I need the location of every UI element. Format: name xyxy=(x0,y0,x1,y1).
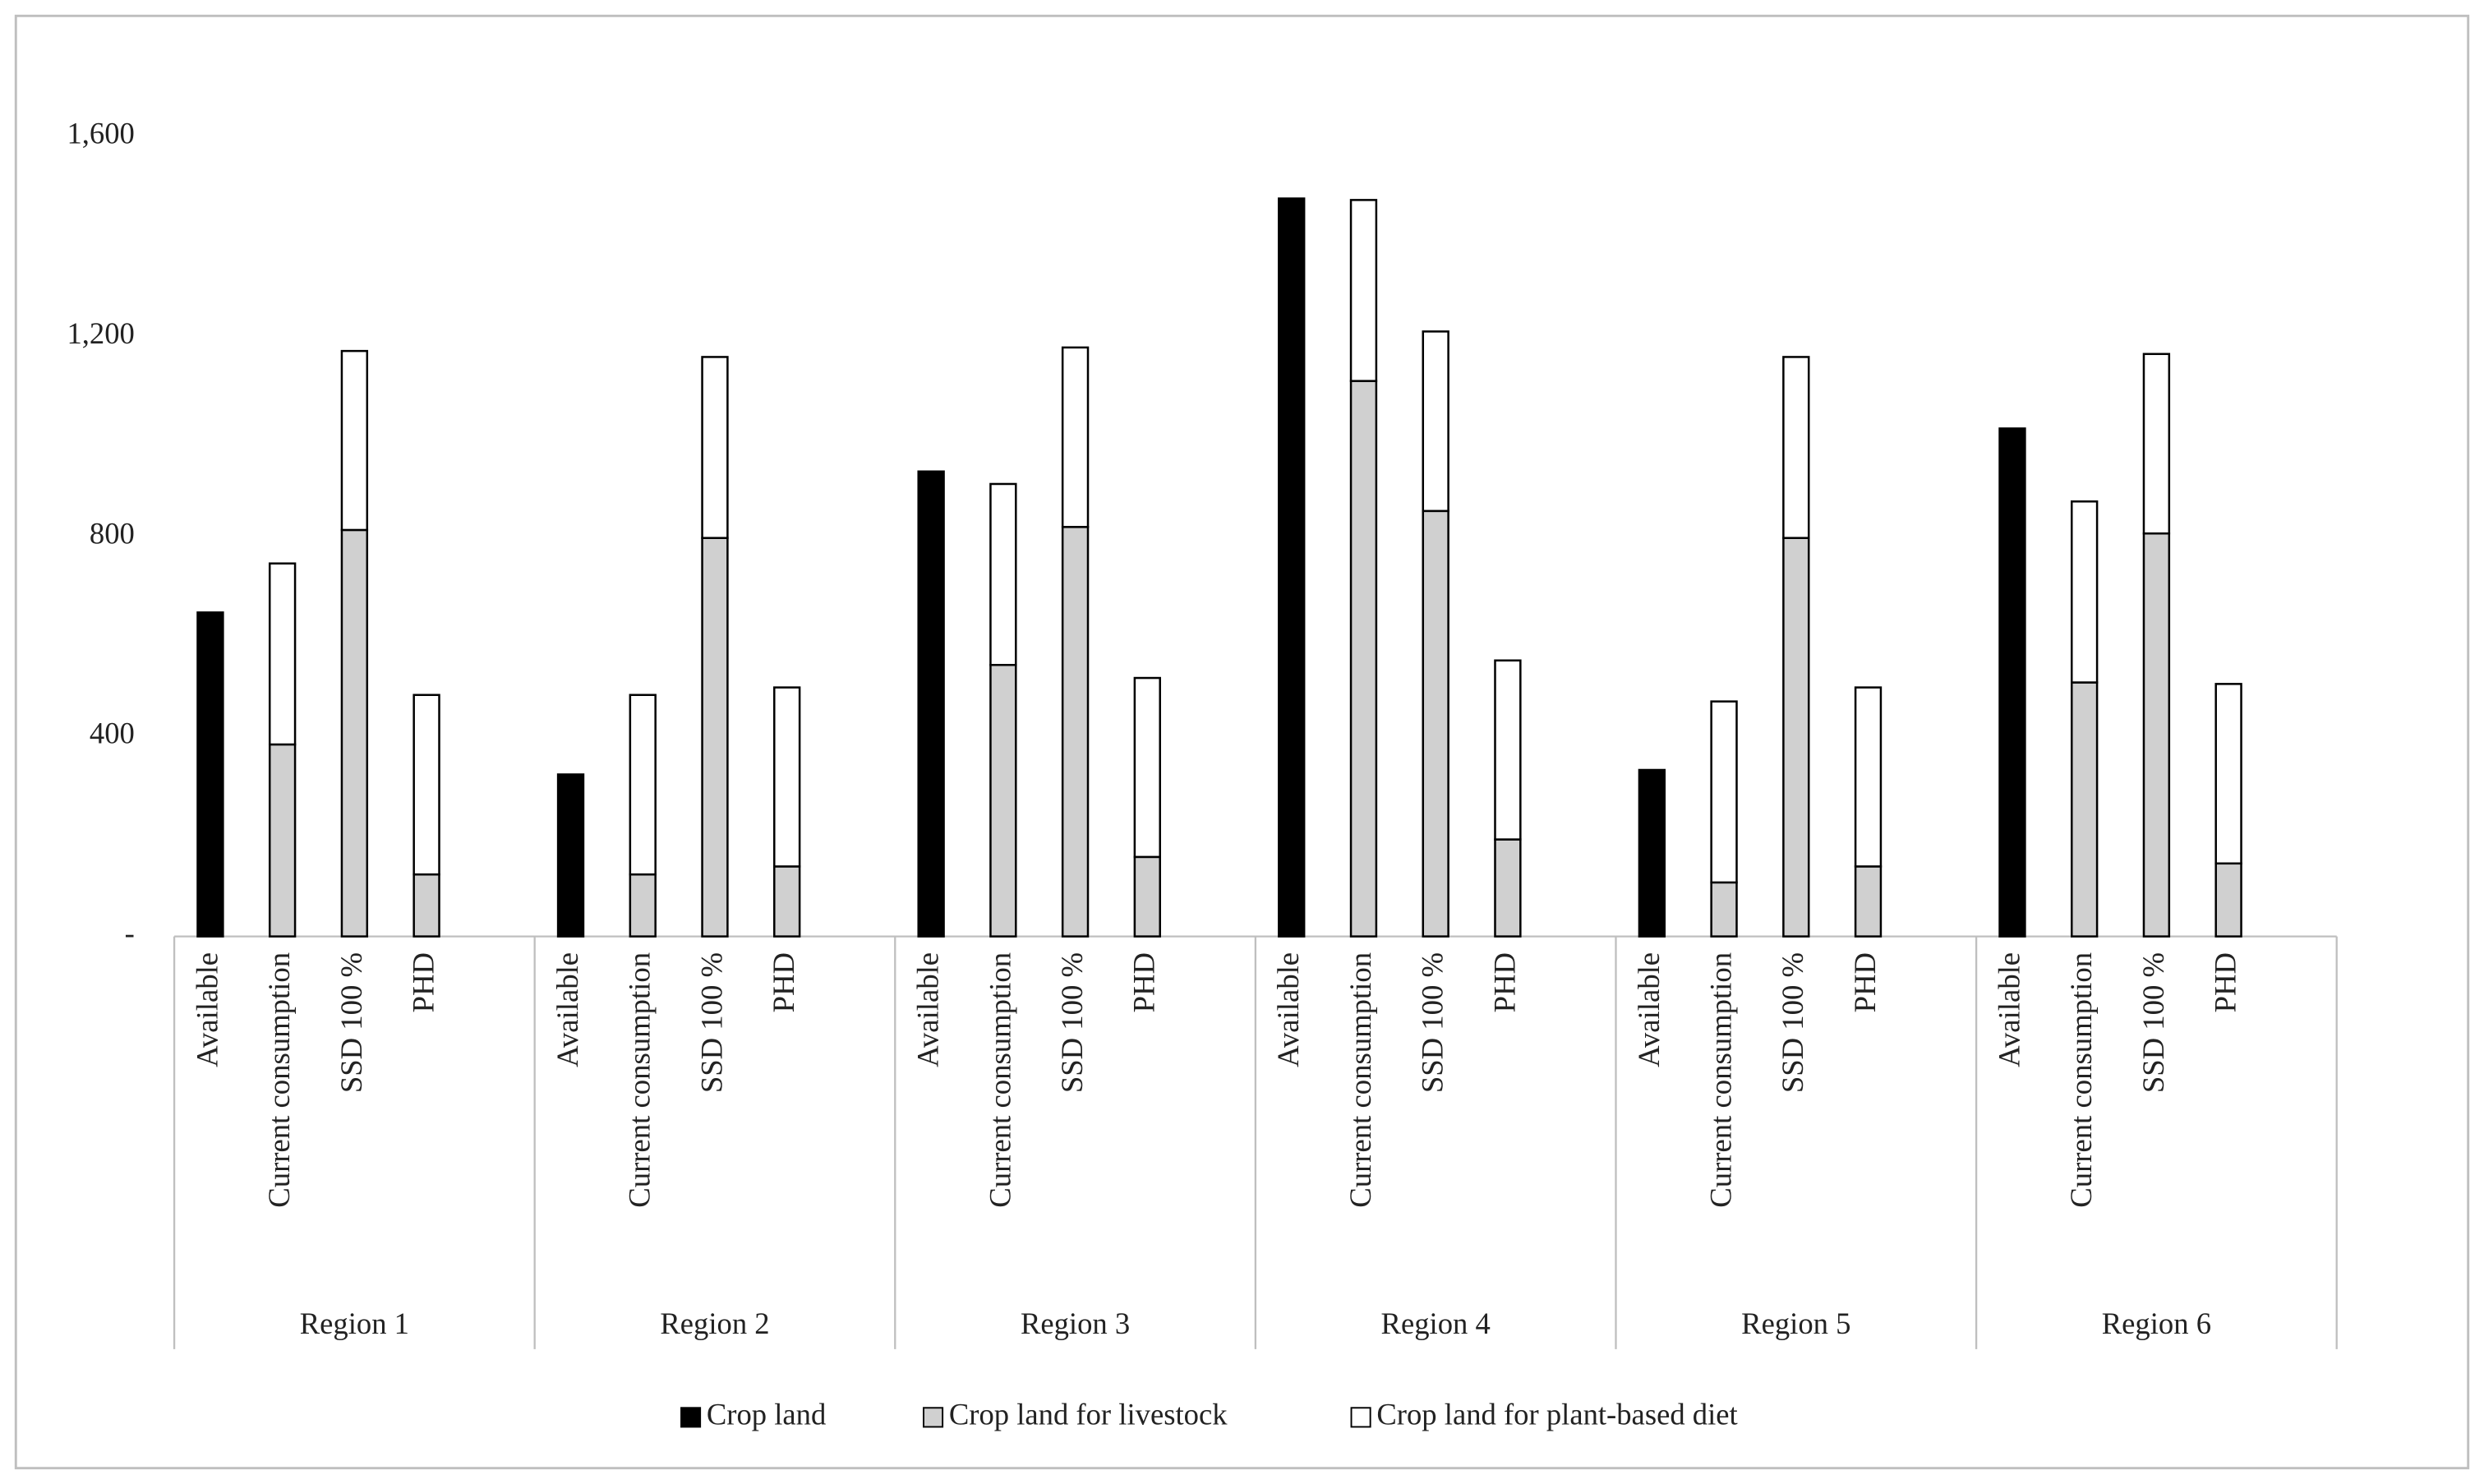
x-tick-label: SSD 100 % xyxy=(694,952,728,1093)
bar-segment xyxy=(1061,346,1090,528)
group-label: Region 6 xyxy=(2102,1307,2211,1340)
legend-label: Crop land for plant-based diet xyxy=(1376,1397,1737,1431)
bar-segment xyxy=(1133,676,1161,859)
bar-segment xyxy=(1638,768,1666,938)
bar-segment xyxy=(412,873,440,938)
group-label: Region 2 xyxy=(660,1307,769,1340)
bar-segment xyxy=(1854,865,1883,938)
y-tick-label: 800 xyxy=(90,516,135,550)
bar-segment xyxy=(2071,500,2099,684)
group-label: Region 3 xyxy=(1021,1307,1130,1340)
x-tick-label: PHD xyxy=(407,952,440,1012)
x-tick-label: PHD xyxy=(2209,952,2242,1012)
legend-swatch xyxy=(1350,1407,1371,1428)
y-tick-label: 1,600 xyxy=(67,116,134,150)
x-tick-label: Available xyxy=(551,952,584,1067)
bar-segment xyxy=(1349,380,1378,938)
bar-segment xyxy=(2214,683,2242,865)
x-tick-label: PHD xyxy=(767,952,800,1012)
bar-segment xyxy=(1133,855,1161,938)
x-tick-label: Current consumption xyxy=(2064,952,2098,1208)
x-tick-label: Available xyxy=(1992,952,2025,1067)
x-tick-label: Current consumption xyxy=(623,952,657,1208)
x-tick-label: Current consumption xyxy=(262,952,296,1208)
x-tick-label: Current consumption xyxy=(1343,952,1377,1208)
x-tick-label: Available xyxy=(190,952,224,1067)
bar-segment xyxy=(1782,537,1810,938)
legend-label: Crop land xyxy=(707,1397,826,1431)
group-label: Region 1 xyxy=(300,1307,409,1340)
bar-segment xyxy=(1710,881,1738,938)
x-tick-label: SSD 100 % xyxy=(2136,952,2170,1093)
bar-segment xyxy=(1422,509,1449,938)
bar-segment xyxy=(701,537,729,938)
bar-segment xyxy=(1494,838,1522,938)
x-tick-label: Current consumption xyxy=(1704,952,1738,1208)
bar-segment xyxy=(989,482,1017,666)
y-tick-label: 400 xyxy=(90,717,135,750)
bar-segment xyxy=(2214,862,2242,938)
bar-segment xyxy=(1710,700,1738,884)
bar-segment xyxy=(629,873,657,938)
y-tick-label: 1,200 xyxy=(67,316,134,350)
bar-segment xyxy=(1061,526,1090,938)
legend-label: Crop land for livestock xyxy=(949,1397,1228,1431)
x-tick-label: SSD 100 % xyxy=(1055,952,1089,1093)
legend-swatch xyxy=(923,1407,944,1428)
group-label: Region 5 xyxy=(1741,1307,1850,1340)
bar-segment xyxy=(2071,681,2099,938)
x-tick-label: Available xyxy=(911,952,945,1067)
bar-segment xyxy=(1278,197,1306,938)
y-tick-label: - xyxy=(125,916,135,950)
x-tick-label: Available xyxy=(1632,952,1666,1067)
bar-segment xyxy=(340,349,369,532)
bar-segment xyxy=(773,865,801,938)
x-tick-label: SSD 100 % xyxy=(1776,952,1809,1093)
bar-segment xyxy=(1782,356,1810,539)
bar-segment xyxy=(773,686,801,868)
bar-segment xyxy=(1422,330,1449,513)
bar-segment xyxy=(2142,353,2171,535)
x-tick-label: Available xyxy=(1271,952,1305,1067)
bar-segment xyxy=(1494,659,1522,841)
x-tick-label: PHD xyxy=(1848,952,1882,1012)
x-tick-label: Current consumption xyxy=(983,952,1016,1208)
bar-segment xyxy=(1349,199,1378,382)
bar-segment xyxy=(989,663,1017,938)
bar-segment xyxy=(268,743,297,938)
chart-border xyxy=(14,14,2470,1470)
bar-segment xyxy=(556,773,585,938)
x-tick-label: SSD 100 % xyxy=(334,952,368,1093)
bar-segment xyxy=(268,562,297,746)
legend-swatch xyxy=(680,1407,702,1428)
bar-segment xyxy=(1854,686,1883,868)
bar-segment xyxy=(701,356,729,539)
group-label: Region 4 xyxy=(1381,1307,1491,1340)
bar-segment xyxy=(1998,427,2026,938)
bar-segment xyxy=(340,528,369,938)
bar-segment xyxy=(412,694,440,876)
bar-segment xyxy=(629,694,657,876)
x-tick-label: PHD xyxy=(1487,952,1521,1012)
bar-segment xyxy=(2142,532,2171,938)
x-tick-label: SSD 100 % xyxy=(1416,952,1449,1093)
x-tick-label: PHD xyxy=(1127,952,1161,1012)
bar-segment xyxy=(196,611,224,938)
bar-segment xyxy=(917,470,945,938)
